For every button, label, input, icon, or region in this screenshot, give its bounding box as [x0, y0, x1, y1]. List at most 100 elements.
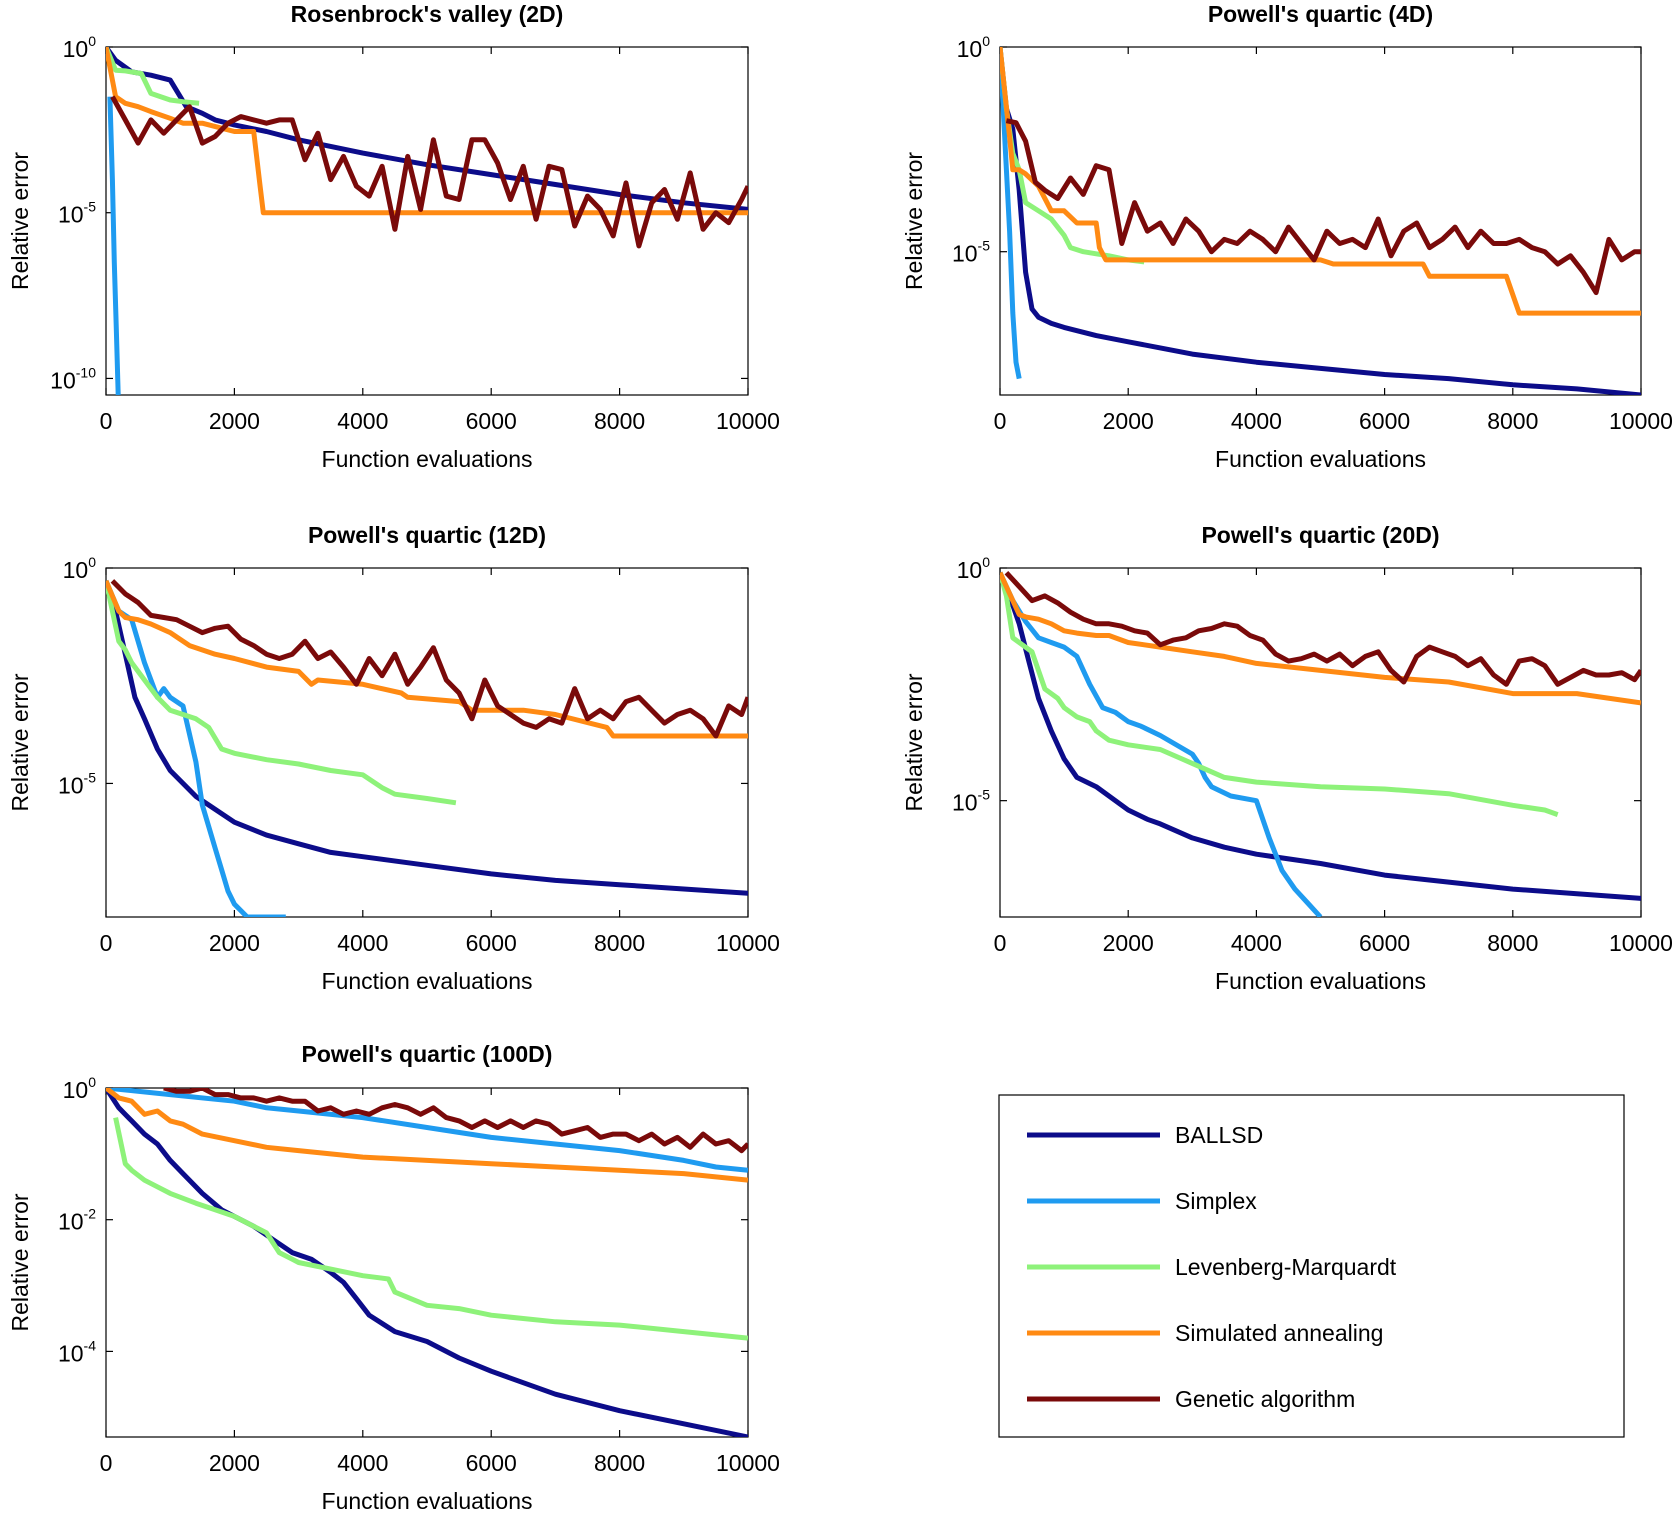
y-tick-base: 10 — [63, 557, 89, 583]
y-tick-label: 10-10 — [50, 364, 96, 393]
legend-label: Simplex — [1175, 1188, 1257, 1214]
x-tick-label: 4000 — [337, 930, 388, 956]
y-tick-label: 100 — [63, 33, 97, 62]
y-tick-exponent: 0 — [88, 1074, 96, 1090]
y-tick-exponent: -2 — [84, 1206, 97, 1222]
chart-title: Powell's quartic (4D) — [1208, 1, 1433, 27]
x-tick-label: 8000 — [1487, 930, 1538, 956]
x-tick-label: 4000 — [1231, 408, 1282, 434]
y-tick-exponent: -4 — [84, 1337, 97, 1353]
x-tick-label: 4000 — [337, 408, 388, 434]
y-axis-label: Relative error — [7, 152, 33, 290]
x-tick-label: 0 — [100, 930, 113, 956]
series-line-genetic-algorithm — [1004, 571, 1641, 687]
y-axis-label: Relative error — [7, 673, 33, 811]
x-tick-label: 6000 — [466, 408, 517, 434]
y-tick-exponent: 0 — [88, 554, 96, 570]
series-line-simulated-annealing — [106, 1088, 748, 1183]
x-axis-label: Function evaluations — [322, 1488, 533, 1514]
x-tick-label: 6000 — [466, 930, 517, 956]
chart-title: Powell's quartic (100D) — [302, 1041, 553, 1067]
series-group — [1000, 571, 1641, 917]
y-tick-exponent: 0 — [88, 33, 96, 49]
chart-title: Powell's quartic (12D) — [308, 522, 546, 548]
x-tick-label: 2000 — [209, 408, 260, 434]
series-line-simplex — [106, 1088, 748, 1173]
x-tick-label: 2000 — [1103, 930, 1154, 956]
x-tick-label: 0 — [100, 408, 113, 434]
y-tick-base: 10 — [63, 1077, 89, 1103]
legend-label: BALLSD — [1175, 1122, 1263, 1148]
x-axis-label: Function evaluations — [322, 446, 533, 472]
series-line-simulated-annealing — [106, 579, 748, 739]
y-tick-exponent: -5 — [84, 769, 97, 785]
y-tick-base: 10 — [952, 241, 978, 267]
plot-area — [105, 46, 749, 396]
x-axis-label: Function evaluations — [1215, 968, 1426, 994]
series-line-simulated-annealing — [1000, 571, 1641, 706]
series-line-levenberg-marquardt — [106, 580, 457, 806]
y-tick-base: 10 — [58, 1340, 84, 1366]
y-tick-exponent: 0 — [982, 33, 990, 49]
x-tick-label: 10000 — [716, 1450, 780, 1476]
y-tick-base: 10 — [50, 367, 76, 393]
plot-area — [105, 567, 749, 918]
series-line-genetic-algorithm — [110, 579, 748, 739]
chart-panel: Powell's quartic (100D) 0 2000 4000 6000 8000… — [7, 1041, 780, 1514]
x-tick-label: 10000 — [1609, 408, 1673, 434]
x-tick-label: 0 — [994, 408, 1007, 434]
series-group — [106, 47, 748, 395]
x-tick-label: 10000 — [716, 408, 780, 434]
y-tick-base: 10 — [58, 1209, 84, 1235]
y-tick-label: 10-5 — [58, 769, 96, 798]
chart-panel: Powell's quartic (4D) 0 2000 4000 6000 8000 10… — [901, 1, 1673, 472]
chart-panel: Powell's quartic (12D) 0 2000 4000 6000 8000 1… — [7, 522, 780, 994]
series-line-ballsd — [106, 1088, 748, 1437]
y-tick-exponent: -10 — [76, 364, 96, 380]
y-tick-base: 10 — [952, 790, 978, 816]
x-tick-label: 0 — [100, 1450, 113, 1476]
plot-area — [999, 46, 1642, 396]
series-line-simplex — [106, 579, 286, 917]
series-line-genetic-algorithm — [1005, 118, 1641, 296]
series-line-levenberg-marquardt — [106, 47, 200, 106]
y-tick-label: 10-5 — [952, 238, 990, 267]
x-tick-label: 6000 — [466, 1450, 517, 1476]
chart-panel: Rosenbrock's valley (2D) 0 2000 4000 6000 800… — [7, 1, 780, 472]
x-tick-label: 8000 — [594, 408, 645, 434]
y-tick-label: 10-5 — [58, 199, 96, 228]
series-line-simplex — [1000, 47, 1022, 380]
y-axis-label: Relative error — [7, 1193, 33, 1331]
series-line-simplex — [107, 96, 121, 395]
series-line-ballsd — [1000, 47, 1641, 395]
series-group — [106, 579, 748, 917]
legend-label: Genetic algorithm — [1175, 1386, 1355, 1412]
x-tick-label: 4000 — [1231, 930, 1282, 956]
y-tick-label: 100 — [63, 554, 97, 583]
series-line-ballsd — [106, 580, 748, 896]
x-axis-label: Function evaluations — [1215, 446, 1426, 472]
y-tick-label: 10-2 — [58, 1206, 96, 1235]
x-tick-label: 10000 — [716, 930, 780, 956]
series-line-genetic-algorithm — [163, 1088, 748, 1154]
y-tick-label: 100 — [957, 33, 991, 62]
series-line-genetic-algorithm — [110, 95, 748, 249]
x-tick-label: 8000 — [594, 930, 645, 956]
y-tick-base: 10 — [957, 36, 983, 62]
x-tick-label: 2000 — [1103, 408, 1154, 434]
y-tick-exponent: -5 — [978, 238, 991, 254]
legend-label: Simulated annealing — [1175, 1320, 1383, 1346]
y-tick-base: 10 — [957, 557, 983, 583]
series-line-simulated-annealing — [1000, 47, 1641, 316]
y-tick-exponent: -5 — [978, 787, 991, 803]
y-tick-label: 100 — [63, 1074, 97, 1103]
y-tick-exponent: -5 — [84, 199, 97, 215]
y-tick-label: 10-5 — [952, 787, 990, 816]
y-tick-label: 100 — [957, 554, 991, 583]
x-tick-label: 4000 — [337, 1450, 388, 1476]
x-tick-label: 6000 — [1359, 930, 1410, 956]
y-tick-exponent: 0 — [982, 554, 990, 570]
x-tick-label: 8000 — [594, 1450, 645, 1476]
y-tick-base: 10 — [63, 36, 89, 62]
